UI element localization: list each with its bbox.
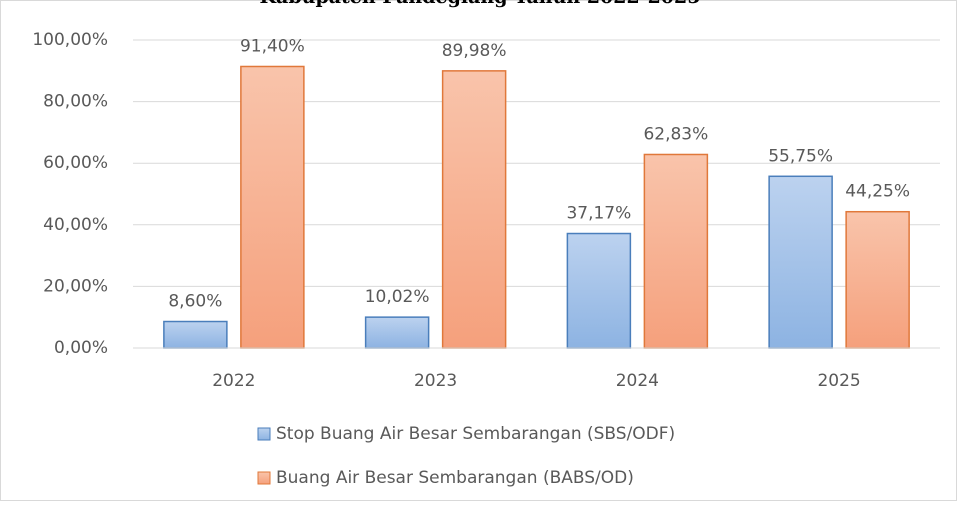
- bar: [364, 316, 430, 349]
- legend-swatch: [257, 427, 271, 441]
- data-label: 10,02%: [365, 287, 430, 307]
- data-label: 55,75%: [768, 146, 833, 166]
- legend-label: Stop Buang Air Besar Sembarangan (SBS/OD…: [276, 424, 675, 444]
- bar: [441, 70, 507, 349]
- x-tick-label: 2024: [616, 371, 659, 391]
- chart-title: Kabupaten Pandeglang Tahun 2022-2025: [260, 0, 701, 8]
- data-label: 37,17%: [566, 204, 631, 224]
- x-tick-label: 2022: [212, 371, 255, 391]
- y-tick-label: 20,00%: [43, 276, 108, 296]
- bar: [240, 65, 305, 349]
- x-tick-label: 2025: [817, 371, 860, 391]
- bar: [566, 232, 632, 349]
- data-label: 91,40%: [240, 36, 305, 56]
- bar: [845, 210, 910, 349]
- data-label: 8,60%: [168, 292, 222, 312]
- bar: [768, 175, 833, 349]
- y-tick-label: 0,00%: [54, 338, 108, 358]
- legend-label: Buang Air Besar Sembarangan (BABS/OD): [276, 468, 634, 488]
- bar: [163, 320, 228, 349]
- data-label: 89,98%: [442, 41, 507, 61]
- data-label: 62,83%: [643, 124, 708, 144]
- legend-swatch: [257, 471, 271, 485]
- y-tick-label: 80,00%: [43, 92, 108, 112]
- y-tick-label: 100,00%: [32, 30, 108, 50]
- x-tick-label: 2023: [414, 371, 457, 391]
- y-tick-label: 60,00%: [43, 153, 108, 173]
- bar: [643, 153, 709, 349]
- data-label: 44,25%: [845, 182, 910, 202]
- y-tick-label: 40,00%: [43, 215, 108, 235]
